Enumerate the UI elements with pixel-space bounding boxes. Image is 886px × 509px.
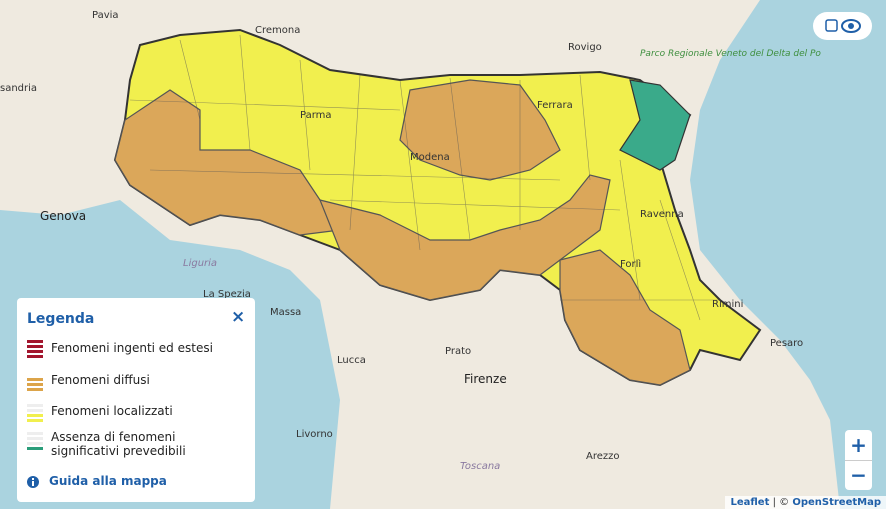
place-label: Cremona xyxy=(255,25,300,36)
place-label: Lucca xyxy=(337,355,366,366)
region-orange xyxy=(559,249,691,386)
place-label: Rimini xyxy=(712,299,743,310)
guide-link[interactable]: Guida alla mappa xyxy=(49,474,167,488)
place-label: Ravenna xyxy=(640,209,684,220)
swatch xyxy=(27,340,43,360)
place-label: La Spezia xyxy=(203,289,251,300)
place-label: Parco Regionale Veneto del Delta del Po xyxy=(640,49,821,59)
attribution-text: | © xyxy=(772,497,790,508)
layer-toggle[interactable] xyxy=(813,12,872,40)
place-label: Toscana xyxy=(460,461,500,472)
legend-item: Fenomeni ingenti ed estesi xyxy=(51,341,213,355)
toggle-icons xyxy=(825,19,861,33)
legend-item: Fenomeni diffusi xyxy=(51,373,150,387)
region-orange xyxy=(319,174,611,301)
place-label: Firenze xyxy=(464,372,507,386)
swatch xyxy=(27,404,43,424)
osm-link[interactable]: OpenStreetMap xyxy=(792,497,881,508)
legend-title: Legenda xyxy=(27,311,95,327)
place-label: Genova xyxy=(40,209,86,223)
place-label: Rovigo xyxy=(568,42,602,53)
legend-close[interactable]: × xyxy=(231,307,246,327)
place-label: Pavia xyxy=(92,10,119,21)
place-label: Livorno xyxy=(296,429,333,440)
place-label: Pesaro xyxy=(770,338,803,349)
sea xyxy=(690,0,886,509)
place-label: Modena xyxy=(410,152,450,163)
region-orange xyxy=(114,89,342,236)
place-label: Liguria xyxy=(183,258,217,269)
zoom-control: + − xyxy=(845,430,872,490)
legend: Legenda × Fenomeni ingenti ed estesi Fen… xyxy=(17,298,255,502)
place-label: Forlì xyxy=(620,258,641,270)
swatch xyxy=(27,432,43,452)
place-label: Massa xyxy=(270,307,301,318)
attribution: Leaflet | © OpenStreetMap xyxy=(725,496,886,509)
leaflet-link[interactable]: Leaflet xyxy=(730,497,770,508)
legend-item: Fenomeni localizzati xyxy=(51,404,173,418)
place-label: Prato xyxy=(445,346,471,357)
legend-item: Assenza di fenomeni significativi preved… xyxy=(51,430,186,458)
place-label: sandria xyxy=(0,83,37,94)
info-icon xyxy=(27,476,39,488)
zoom-in[interactable]: + xyxy=(845,430,872,461)
place-label: Ferrara xyxy=(537,100,573,111)
region-teal xyxy=(619,79,691,171)
zoom-out[interactable]: − xyxy=(850,463,867,487)
swatch xyxy=(27,373,43,393)
place-label: Parma xyxy=(300,110,332,121)
place-label: Arezzo xyxy=(586,451,620,462)
municipality-borders xyxy=(129,34,720,321)
